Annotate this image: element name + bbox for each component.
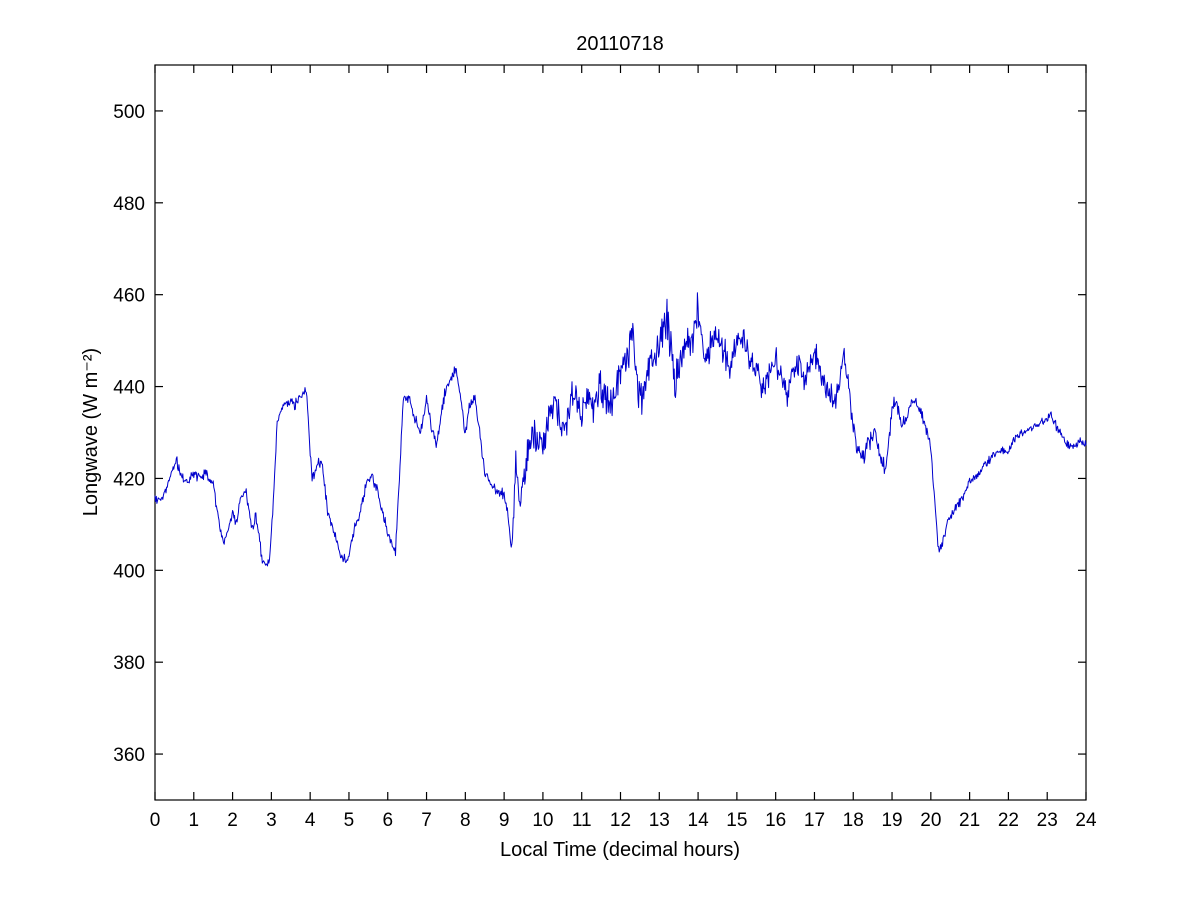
x-tick-label: 20	[920, 810, 941, 831]
x-tick-label: 2	[227, 810, 238, 831]
y-tick-label: 440	[113, 378, 145, 399]
x-tick-label: 14	[688, 810, 710, 831]
chart-title: 20110718	[576, 33, 664, 55]
y-tick-label: 380	[113, 653, 145, 674]
y-tick-label: 460	[113, 286, 145, 307]
x-tick-label: 3	[266, 810, 277, 831]
x-tick-label: 6	[382, 810, 393, 831]
x-tick-label: 7	[421, 810, 432, 831]
longwave-series-line	[154, 292, 1087, 567]
plot-border	[154, 64, 1087, 801]
x-tick-label: 21	[959, 810, 980, 831]
x-tick-label: 1	[189, 810, 200, 831]
y-tick-label: 480	[113, 194, 145, 215]
x-tick-label: 11	[572, 810, 592, 831]
x-tick-label: 24	[1075, 810, 1097, 831]
axis-tick-labels: 0 1 2 3 4 5 6 7 8 9 10 11 12 13 14 15 16 17 18 19 20 21 22 23 24…	[113, 102, 1097, 831]
y-tick-label: 360	[113, 745, 145, 766]
x-tick-label: 8	[460, 810, 471, 831]
x-axis-label: Local Time (decimal hours)	[500, 839, 740, 861]
x-tick-label: 15	[726, 810, 747, 831]
y-tick-label: 400	[113, 561, 145, 582]
x-tick-label: 10	[532, 810, 553, 831]
y-tick-label: 500	[113, 102, 145, 123]
x-tick-label: 17	[804, 810, 825, 831]
x-tick-label: 19	[881, 810, 902, 831]
x-tick-label: 9	[499, 810, 510, 831]
y-axis-label: Longwave (W m⁻²)	[80, 348, 102, 516]
x-tick-label: 4	[305, 810, 316, 831]
x-tick-label: 0	[150, 810, 161, 831]
axis-ticks	[154, 65, 1087, 800]
y-tick-label: 420	[113, 469, 145, 490]
x-tick-label: 13	[649, 810, 670, 831]
x-tick-label: 18	[843, 810, 864, 831]
x-tick-label: 23	[1037, 810, 1058, 831]
x-tick-label: 16	[765, 810, 786, 831]
x-tick-label: 22	[998, 810, 1019, 831]
data-series	[154, 292, 1087, 567]
x-tick-label: 12	[610, 810, 631, 831]
x-tick-label: 5	[344, 810, 355, 831]
